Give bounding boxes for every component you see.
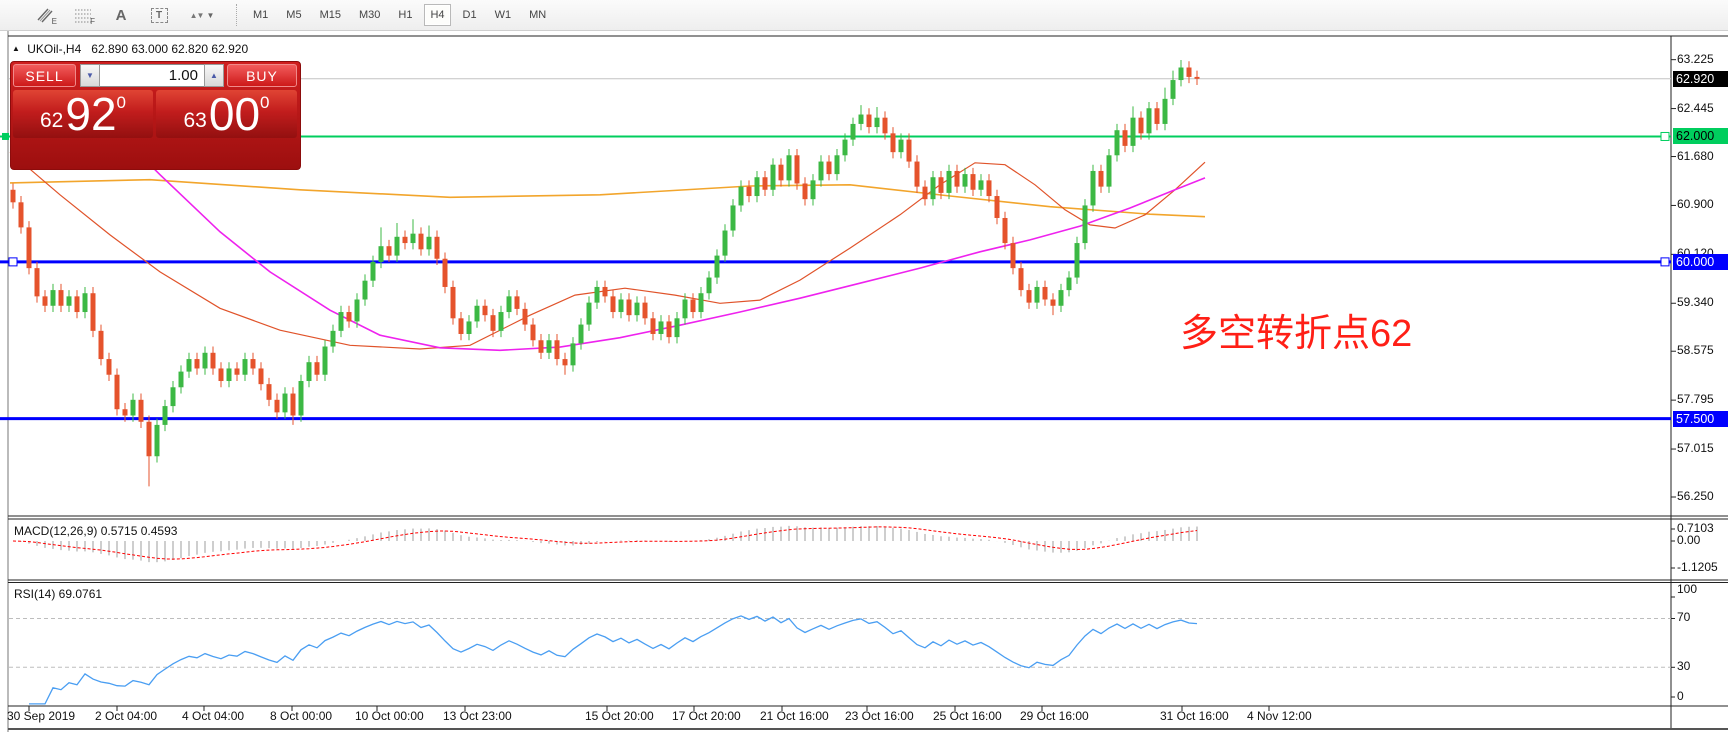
volume-input[interactable] [100, 64, 204, 87]
equidistant-channel-icon [37, 8, 53, 23]
price-tick-label: 61.680 [1677, 148, 1714, 163]
equidistant-channel-tool-button[interactable]: E [28, 2, 62, 28]
one-click-trading-panel: SELL ▼ ▲ BUY 62 92 0 63 00 0 [10, 61, 301, 170]
time-axis-label[interactable]: 2 Oct 04:00 [95, 709, 158, 723]
rsi-scale-label: 0 [1677, 689, 1684, 703]
sell-price-big: 92 [65, 88, 117, 140]
collapse-arrow-icon: ▲ [12, 44, 20, 53]
buy-price-sup: 0 [260, 93, 270, 112]
time-axis-label[interactable]: 4 Oct 04:00 [182, 709, 245, 723]
sell-price-display[interactable]: 62 92 0 [13, 90, 153, 138]
price-tick-label: 62.445 [1677, 100, 1714, 115]
grid-icon [75, 9, 91, 22]
macd-scale-label: -1.1205 [1677, 560, 1718, 574]
line-handle [1660, 131, 1670, 141]
macd-indicator-label: MACD(12,26,9) 0.5715 0.4593 [14, 524, 178, 538]
toolbar-separator [236, 4, 238, 26]
rsi-indicator-label: RSI(14) 69.0761 [14, 587, 103, 601]
hline-price-badge: 57.500 [1673, 410, 1728, 427]
volume-increase-button[interactable]: ▲ [204, 64, 224, 87]
time-axis-label[interactable]: 25 Oct 16:00 [933, 709, 1002, 723]
ma-mid-red [9, 151, 1206, 350]
price-tick-label: 57.795 [1677, 392, 1714, 407]
text-label-tool-button[interactable]: T [142, 2, 176, 28]
timeframe-button-D1[interactable]: D1 [457, 4, 483, 26]
time-axis-label[interactable]: 17 Oct 20:00 [672, 709, 741, 723]
timeframe-button-MN[interactable]: MN [523, 4, 552, 26]
time-axis-label[interactable]: 31 Oct 16:00 [1160, 709, 1229, 723]
rsi-scale-label: 100 [1677, 582, 1698, 596]
hline-price-badge: 60.000 [1673, 253, 1728, 270]
price-tick-label: 59.340 [1677, 295, 1714, 310]
hline-price-badge: 62.000 [1673, 128, 1728, 145]
time-axis-label[interactable]: 15 Oct 20:00 [585, 709, 654, 723]
tool-sub-label: F [90, 17, 95, 26]
macd-scale-label: 0.7103 [1677, 521, 1714, 535]
macd-signal-line [12, 526, 1198, 560]
time-axis-label[interactable]: 29 Oct 16:00 [1020, 709, 1089, 723]
price-tick-label: 60.900 [1677, 197, 1714, 212]
chart-title: ▲ UKOil-,H4 62.890 63.000 62.820 62.920 [12, 42, 248, 56]
rsi-scale-label: 30 [1677, 659, 1691, 673]
price-tick-label: 57.015 [1677, 441, 1714, 456]
time-axis-label[interactable]: 8 Oct 00:00 [270, 709, 333, 723]
arrows-icon: ▲▼ [189, 10, 205, 20]
rsi-line [29, 615, 1198, 705]
timeframe-button-M5[interactable]: M5 [280, 4, 307, 26]
toolbar: E F A T ▲▼ ▼ M1 M5 M15 M30 H1 H4 D1 W1 MN [0, 0, 1728, 31]
sell-price-small: 62 [40, 109, 64, 132]
chart-area: ▲ UKOil-,H4 62.890 63.000 62.820 62.920 … [0, 31, 1728, 732]
timeframe-button-W1[interactable]: W1 [489, 4, 518, 26]
sell-button[interactable]: SELL [13, 64, 76, 87]
timeframe-button-H1[interactable]: H1 [392, 4, 418, 26]
sell-price-sup: 0 [116, 93, 126, 112]
price-tick-label: 58.575 [1677, 343, 1714, 358]
text-tool-button[interactable]: A [104, 2, 138, 28]
fibonacci-grid-tool-button[interactable]: F [66, 2, 100, 28]
buy-price-big: 00 [208, 88, 261, 140]
caret-down-icon: ▼ [86, 71, 94, 80]
chart-ohlc-label: 62.890 63.000 62.820 62.920 [91, 42, 249, 56]
line-handle [1660, 257, 1670, 267]
arrow-objects-tool-button[interactable]: ▲▼ ▼ [180, 2, 224, 28]
macd-histogram [20, 525, 1198, 563]
time-axis-label[interactable]: 30 Sep 2019 [7, 709, 76, 723]
time-axis-label[interactable]: 10 Oct 00:00 [355, 709, 424, 723]
caret-up-icon: ▲ [210, 71, 218, 80]
buy-price-small: 63 [183, 109, 207, 132]
timeframe-group: M1 M5 M15 M30 H1 H4 D1 W1 MN [244, 4, 555, 26]
tool-sub-label: E [51, 17, 57, 26]
timeframe-button-H4[interactable]: H4 [424, 4, 451, 26]
time-axis-label[interactable]: 4 Nov 12:00 [1247, 709, 1312, 723]
macd-scale-label: 0.00 [1677, 533, 1701, 547]
price-tick-label: 63.225 [1677, 51, 1714, 66]
ma-fast-magenta [99, 114, 1206, 352]
buy-button[interactable]: BUY [227, 64, 297, 87]
timeframe-button-M15[interactable]: M15 [314, 4, 347, 26]
timeframe-button-M30[interactable]: M30 [353, 4, 386, 26]
time-axis-label[interactable]: 21 Oct 16:00 [760, 709, 829, 723]
rsi-scale-label: 70 [1677, 610, 1691, 624]
chart-text-annotation[interactable]: 多空转折点62 [1180, 313, 1413, 355]
time-axis-label[interactable]: 13 Oct 23:00 [443, 709, 512, 723]
candlestick-series [10, 59, 1200, 487]
line-handle [8, 257, 18, 267]
current-price-badge: 62.920 [1673, 70, 1728, 87]
text-label-icon: T [150, 7, 168, 23]
timeframe-button-M1[interactable]: M1 [247, 4, 274, 26]
chart-symbol-label: UKOil-,H4 [27, 42, 82, 56]
volume-decrease-button[interactable]: ▼ [80, 64, 100, 87]
buy-price-display[interactable]: 63 00 0 [156, 90, 297, 138]
price-tick-label: 56.250 [1677, 489, 1714, 503]
time-axis-label[interactable]: 23 Oct 16:00 [845, 709, 914, 723]
text-icon: A [115, 6, 127, 24]
volume-spinner: ▼ ▲ [80, 64, 224, 87]
horizontal-line-60[interactable] [0, 257, 1671, 267]
dropdown-caret-icon: ▼ [206, 10, 215, 20]
